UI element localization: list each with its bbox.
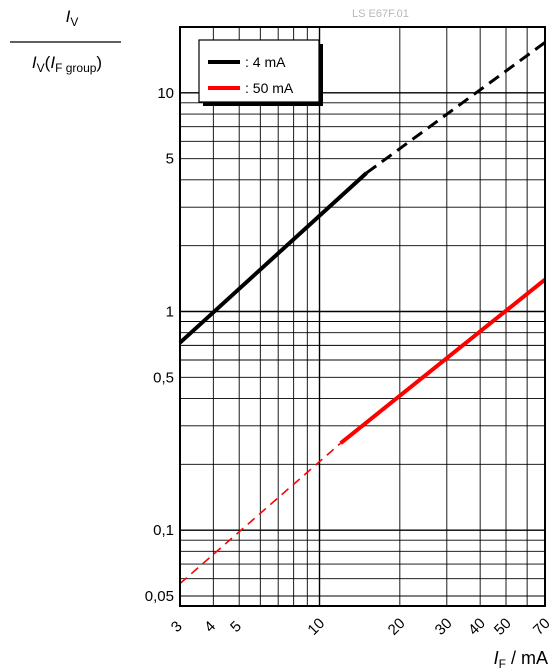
legend-label-4ma: : 4 mA <box>245 54 286 70</box>
x-tick-label: 40 <box>465 615 489 639</box>
svg-text:IV: IV <box>66 7 79 29</box>
series-0-solid-segment <box>180 173 366 343</box>
y-tick-label: 5 <box>166 151 174 168</box>
x-tick-label: 20 <box>385 615 409 639</box>
x-tick-label: 4 <box>201 618 219 636</box>
y-tick-label: 0,05 <box>145 588 174 605</box>
x-tick-labels: 3 4 5 10 20 30 40 50 70 <box>168 615 554 639</box>
watermark: LS E67F.01 <box>352 8 409 20</box>
grid-lines <box>180 27 545 606</box>
series-lines <box>180 42 545 583</box>
svg-text:IV(IF group): IV(IF group) <box>32 53 102 75</box>
series-0-dashed-segment <box>366 42 545 173</box>
legend: : 4 mA : 50 mA <box>199 40 323 106</box>
x-tick-label: 3 <box>168 618 186 636</box>
y-tick-label: 0,5 <box>153 369 174 386</box>
x-axis-label: IF / mA <box>494 648 548 670</box>
ylabel-numerator-sub: V <box>70 15 78 29</box>
x-tick-label: 5 <box>227 618 245 636</box>
xlabel-sub: F <box>499 657 506 670</box>
legend-label-50ma: : 50 mA <box>245 80 294 96</box>
y-tick-label: 10 <box>157 85 174 102</box>
ylabel-denominator-sub: V <box>37 61 45 75</box>
y-tick-label: 0,1 <box>153 522 174 539</box>
series-1-solid-segment <box>341 280 545 444</box>
x-tick-label: 50 <box>491 615 515 639</box>
ylabel-paren-close: ) <box>96 53 102 72</box>
x-tick-label: 10 <box>304 615 328 639</box>
y-tick-label: 1 <box>166 303 174 320</box>
ylabel-arg-sub: F group <box>55 61 97 75</box>
x-tick-label: 30 <box>432 615 456 639</box>
x-tick-label: 70 <box>530 615 554 639</box>
y-tick-labels: 0,05 0,1 0,5 1 5 10 <box>145 85 174 605</box>
xlabel-unit: / mA <box>506 648 548 668</box>
y-axis-label: IV IV(IF group) <box>10 7 121 75</box>
